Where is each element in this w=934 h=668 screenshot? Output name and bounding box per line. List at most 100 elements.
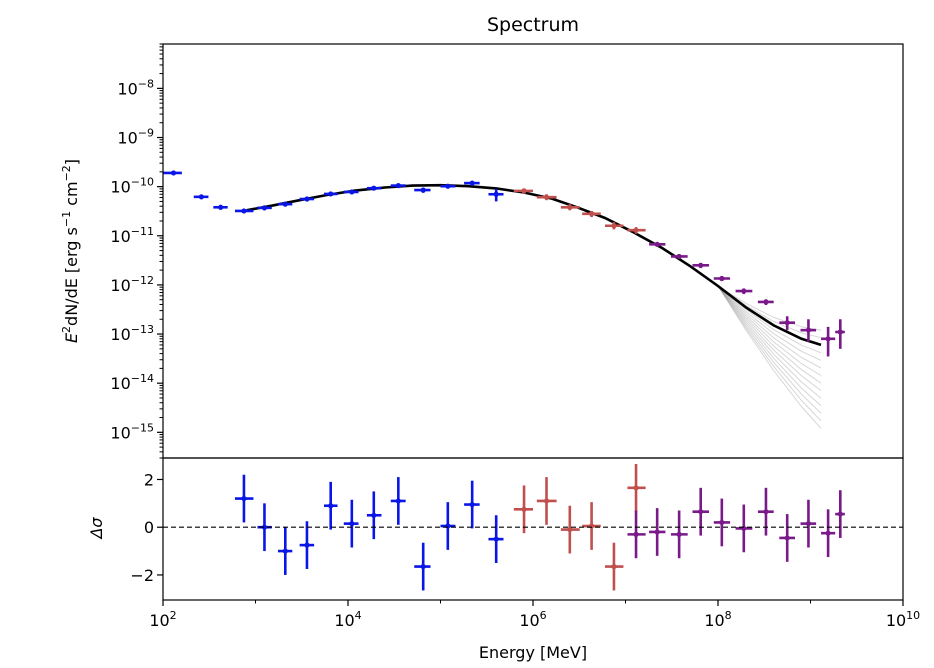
y-tick-exp: −10: [131, 176, 154, 189]
x-tick-exp: 10: [906, 609, 920, 622]
y-tick-label: 10−10: [110, 176, 154, 197]
residual-axes-frame: [162, 457, 904, 601]
spectrum-point: [213, 204, 228, 210]
y-tick-label: 10−8: [117, 77, 154, 98]
x-ticks: 102 104 106 108 1010: [149, 600, 920, 630]
residual-point: [299, 521, 315, 569]
residual-point: [800, 499, 817, 548]
residual-point: [757, 487, 774, 536]
x-tick-base: 10: [519, 611, 539, 630]
residual-point: [627, 463, 646, 512]
data-marker: [218, 204, 224, 210]
y-tick-label: 10−15: [110, 421, 154, 442]
data-marker: [784, 535, 790, 541]
residual-point: [488, 515, 504, 564]
spectrum-point: [343, 189, 359, 195]
data-marker: [698, 509, 704, 515]
y-label-close: ]: [62, 159, 81, 165]
spectrum-point: [735, 288, 753, 295]
spectrum-point: [779, 316, 796, 331]
spectrum-point: [821, 326, 836, 357]
residual-point: [835, 490, 845, 538]
residual-point: [390, 477, 406, 525]
y-label-sup-cm: −2: [60, 165, 73, 181]
data-marker: [676, 531, 682, 537]
data-marker: [521, 506, 527, 512]
residual-y-axis-label: Δσ: [87, 517, 106, 541]
data-marker: [198, 194, 204, 200]
data-marker: [371, 512, 377, 518]
residual-point: [323, 481, 338, 530]
residual-point: [604, 542, 624, 591]
data-marker: [493, 536, 499, 542]
data-marker: [261, 524, 268, 530]
data-marker: [825, 530, 831, 536]
data-marker: [633, 531, 639, 537]
residual-point: [649, 508, 666, 556]
data-marker: [763, 299, 769, 305]
model-band-line: [246, 184, 822, 361]
residual-y-ticks: 2 0 −2: [130, 470, 163, 585]
residual-y-tick-label: 2: [144, 470, 154, 489]
model-band-line: [246, 184, 822, 376]
model-band-line: [246, 184, 822, 339]
data-marker: [654, 241, 660, 247]
y-tick-base: 10: [110, 178, 130, 197]
residual-point: [343, 499, 359, 548]
model-band-line: [246, 184, 822, 407]
x-tick-exp: 4: [355, 609, 362, 622]
y-tick-base: 10: [110, 276, 130, 295]
data-marker: [805, 521, 812, 527]
residual-point: [366, 491, 382, 540]
data-marker: [349, 521, 355, 527]
data-marker: [304, 542, 310, 548]
spectrum-point: [757, 299, 774, 306]
spectrum-axes-frame: [162, 43, 904, 459]
y-tick-label: 10−11: [110, 225, 154, 246]
y-label-cm: cm: [62, 181, 81, 210]
data-marker: [328, 191, 334, 197]
residual-y-tick-label: −2: [130, 566, 154, 585]
model-band-line: [246, 184, 822, 369]
data-marker: [469, 180, 475, 186]
residual-point: [670, 510, 688, 559]
model-band-line: [246, 184, 822, 391]
y-tick-exp: −13: [131, 323, 154, 336]
data-marker: [241, 495, 247, 502]
residual-point: [779, 514, 796, 562]
spectrum-point: [366, 185, 382, 191]
x-axis-label: Energy [MeV]: [479, 643, 587, 662]
x-tick-base: 10: [149, 611, 169, 630]
spectrum-point: [299, 196, 315, 202]
y-tick-base: 10: [117, 79, 137, 98]
spectrum-point: [649, 241, 666, 247]
y-tick-label: 10−13: [110, 323, 154, 344]
x-tick-base: 10: [334, 611, 354, 630]
data-marker: [543, 498, 550, 504]
y-label-sup-s: −1: [60, 211, 73, 227]
spectrum-point: [277, 201, 293, 207]
y-tick-base: 10: [110, 325, 130, 344]
model-uncertainty-band: [246, 184, 822, 429]
y-tick-label: 10−14: [110, 372, 154, 393]
x-tick-label: 106: [519, 609, 546, 630]
x-tick-exp: 8: [725, 609, 732, 622]
data-marker: [633, 485, 639, 491]
data-marker: [741, 288, 747, 294]
y-axis-label: E2dN/dE [erg s−1 cm−2]: [60, 159, 81, 343]
y-tick-label: 10−12: [110, 274, 154, 295]
model-band-line: [246, 184, 822, 384]
spectrum-point: [713, 275, 731, 282]
data-marker: [611, 563, 617, 570]
data-marker: [282, 201, 288, 207]
y-tick-exp: −9: [138, 127, 154, 140]
chart-title: Spectrum: [487, 14, 579, 36]
residual-point: [536, 477, 557, 525]
residual-point: [414, 542, 431, 591]
residual-point: [440, 502, 456, 550]
spectrum-point: [193, 194, 209, 200]
data-marker: [445, 183, 451, 189]
x-tick-exp: 2: [170, 609, 177, 622]
model-curve-group: [246, 183, 822, 347]
